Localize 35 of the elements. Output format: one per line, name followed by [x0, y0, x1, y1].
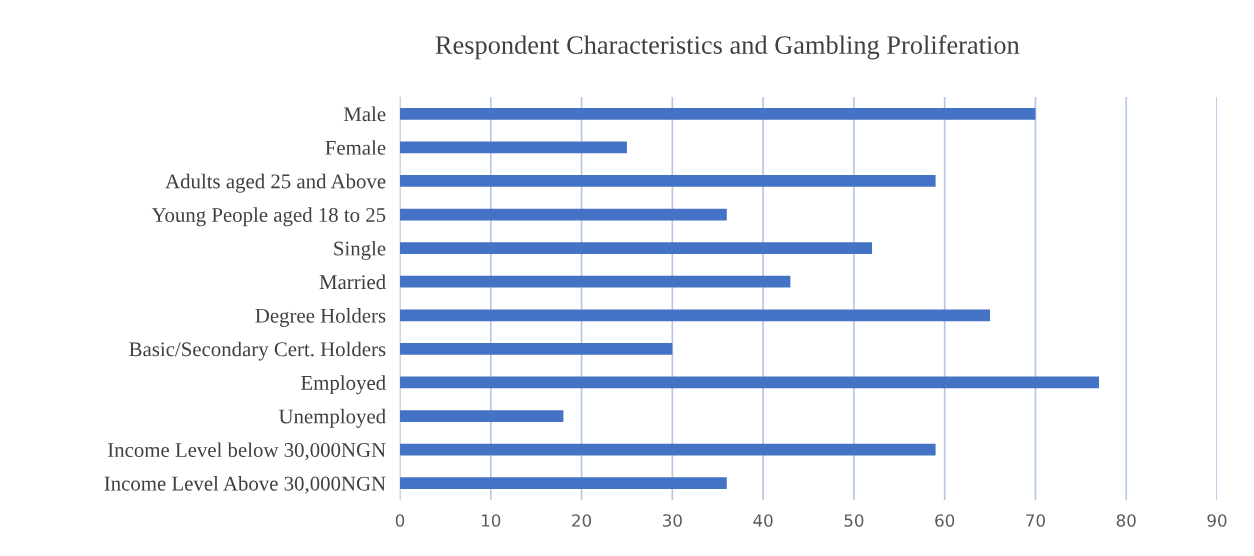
x-tick-label: 70	[1026, 514, 1045, 527]
bar	[400, 141, 627, 154]
x-tick-label: 60	[935, 514, 955, 527]
bar	[400, 410, 564, 422]
x-tick-label: 80	[1116, 514, 1136, 527]
bar	[400, 376, 1099, 389]
y-tick-label: Degree Holders	[255, 308, 386, 328]
bar	[400, 443, 936, 456]
x-tick-label: 0	[395, 514, 405, 527]
x-tick-label: 30	[663, 514, 682, 527]
bar	[400, 175, 936, 187]
bar	[400, 242, 873, 254]
y-tick-label: Married	[319, 274, 386, 290]
bar	[400, 208, 727, 221]
x-tick-label: 10	[482, 514, 501, 527]
y-tick-label: Unemployed	[278, 408, 386, 428]
bar	[400, 343, 673, 355]
x-tick-label: 50	[844, 514, 864, 527]
y-tick-label: Employed	[301, 375, 386, 395]
y-tick-label: Male	[343, 106, 386, 122]
y-tick-label: Single	[334, 240, 386, 260]
y-tick-label: Basic/Secondary Cert. Holders	[129, 341, 386, 361]
x-tick-label: 20	[572, 514, 592, 527]
y-tick-label: Income Level Above 30,000NGN	[104, 475, 386, 494]
bar	[400, 107, 1036, 120]
y-tick-label: Income Level below 30,000NGN	[108, 442, 386, 461]
x-tick-label: 90	[1207, 514, 1227, 527]
y-tick-label: Young People aged 18 to 25	[151, 207, 386, 227]
bar	[400, 309, 991, 322]
y-tick-label: Adults aged 25 and Above	[165, 173, 386, 193]
y-tick-label: Female	[325, 140, 386, 155]
x-tick-label: 40	[753, 514, 773, 527]
bar	[400, 477, 727, 490]
bar	[400, 275, 791, 288]
chart-title: Respondent Characteristics and Gambling Proliferation	[435, 35, 1020, 60]
